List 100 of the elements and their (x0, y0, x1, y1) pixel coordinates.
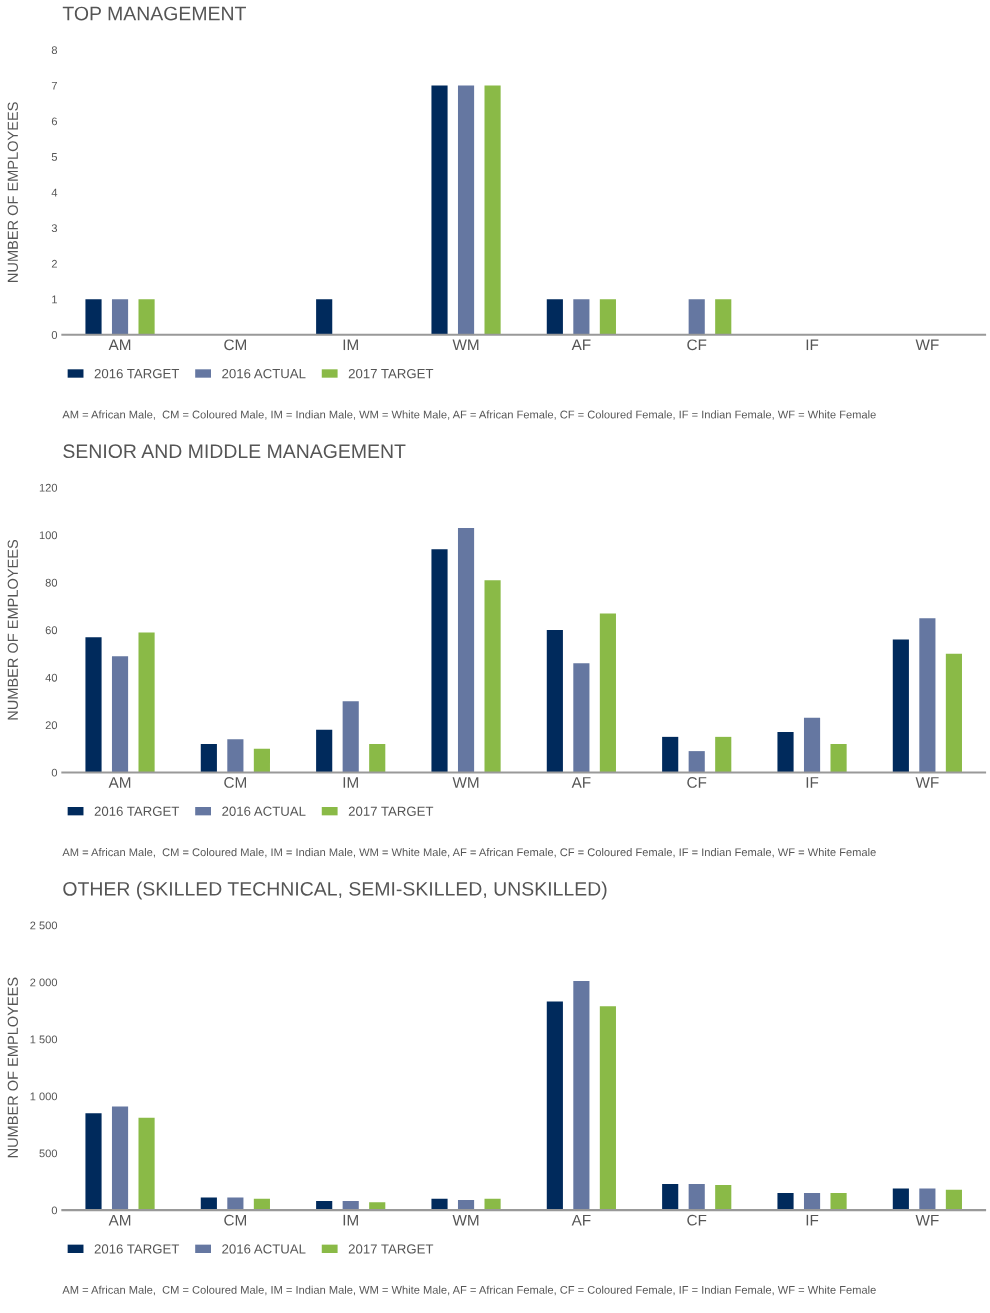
y-axis-title: NUMBER OF EMPLOYEES (7, 539, 18, 720)
x-tick-label: CM (224, 1214, 246, 1226)
x-tick-label: IM (343, 777, 358, 788)
x-tick-label: WF (915, 339, 939, 351)
legend-label: 2016 ACTUAL (222, 1244, 306, 1254)
bar (945, 653, 962, 773)
bar (599, 613, 616, 773)
y-tick-label: 5 (51, 153, 58, 161)
text: AM = African Male, CM = Coloured Male, IM = Indian Male, WM = White Male, AF = African Female, CF = Coloured Female, IF = Indian Female, WF = White Female (62, 1285, 876, 1296)
y-tick-label: 4 (51, 188, 58, 197)
y-tick-label: 1 (52, 295, 57, 304)
x-tick-label: CF (687, 1214, 707, 1226)
y-tick-label: 2 500 (30, 921, 58, 930)
bar (484, 580, 501, 773)
bar (803, 717, 821, 773)
bar (546, 630, 563, 773)
bar (85, 1113, 102, 1211)
x-tick-label: CF (687, 777, 707, 788)
x-tick-label: CM (224, 339, 246, 351)
x-tick-label: WM (452, 339, 479, 351)
y-tick-label: 20 (45, 721, 58, 730)
y-tick-label: 500 (39, 1149, 58, 1158)
y-axis-title: NUMBER OF EMPLOYEES (7, 102, 18, 282)
bar (111, 1106, 129, 1211)
x-tick-label: AM (108, 339, 131, 351)
x-tick-label: CM (224, 777, 246, 788)
bar (662, 1183, 679, 1211)
x-tick-label: WM (452, 1214, 479, 1226)
x-tick-label: WM (452, 777, 479, 788)
bar (253, 748, 270, 773)
x-tick-label: IM (343, 339, 358, 351)
bar (830, 743, 847, 773)
legend-label: 2017 TARGET (348, 1244, 434, 1254)
bar (316, 729, 333, 773)
x-tick-label: WF (915, 1214, 939, 1226)
bar (200, 743, 217, 773)
x-tick-label: AF (571, 777, 591, 788)
x-tick-label: AM (108, 777, 131, 788)
bar (803, 1193, 821, 1211)
y-tick-label: 8 (51, 46, 58, 55)
bar (369, 743, 386, 773)
bar (227, 739, 244, 773)
bar (919, 618, 936, 773)
x-tick-label: AF (571, 1214, 591, 1226)
legend-label: 2017 TARGET (348, 368, 434, 379)
x-tick-label: WF (915, 777, 939, 788)
x-tick-label: AF (571, 339, 591, 351)
bar (715, 1185, 732, 1211)
bar (919, 1188, 936, 1211)
legend-label: 2017 TARGET (348, 806, 434, 816)
legend-label: 2016 TARGET (94, 1244, 180, 1254)
text: AM = African Male, CM = Coloured Male, IM = Indian Male, WM = White Male, AF = African Female, CF = Coloured Female, IF = Indian Female, WF = White Female (62, 410, 876, 420)
y-tick-label: 1 500 (30, 1035, 58, 1044)
y-tick-label: 7 (51, 81, 57, 90)
bar (662, 736, 679, 773)
bar (431, 1198, 448, 1211)
bar (892, 639, 909, 773)
x-tick-label: IF (806, 339, 819, 351)
y-tick-label: 100 (39, 531, 58, 540)
bar (945, 1189, 962, 1211)
y-tick-label: 80 (45, 578, 58, 587)
y-tick-label: 120 (39, 483, 58, 492)
bar (688, 1183, 705, 1211)
bar (777, 732, 794, 773)
bar (892, 1188, 909, 1211)
bar (688, 751, 705, 773)
bar (431, 549, 448, 773)
chart-title: OTHER (SKILLED TECHNICAL, SEMI-SKILLED, UNSKILLED) (63, 881, 607, 900)
y-tick-label: 0 (51, 768, 58, 777)
y-axis-title: NUMBER OF EMPLOYEES (7, 977, 18, 1158)
y-tick-label: 0 (51, 1206, 58, 1215)
text: AM = African Male, CM = Coloured Male, IM = Indian Male, WM = White Male, AF = African Female, CF = Coloured Female, IF = Indian Female, WF = White Female (62, 847, 876, 858)
legend-label: 2016 TARGET (94, 806, 180, 816)
bar (85, 637, 102, 773)
x-tick-label: IM (343, 1214, 358, 1226)
x-tick-label: IF (806, 777, 819, 788)
bar (715, 736, 732, 773)
x-tick-label: AM (108, 1214, 131, 1226)
bar (342, 701, 359, 773)
bar (830, 1193, 847, 1211)
x-tick-label: IF (806, 1214, 819, 1226)
bar (573, 981, 590, 1211)
y-tick-label: 2 000 (30, 978, 58, 987)
legend-label: 2016 TARGET (94, 368, 180, 379)
bar (138, 1117, 155, 1211)
bar (777, 1193, 794, 1211)
bar (599, 1006, 616, 1211)
y-tick-label: 60 (45, 626, 58, 635)
chart-title: TOP MANAGEMENT (62, 6, 246, 21)
bar (111, 656, 129, 773)
chart-title: SENIOR AND MIDDLE MANAGEMENT (63, 444, 406, 459)
legend-label: 2016 ACTUAL (222, 806, 306, 816)
y-tick-label: 0 (51, 331, 58, 339)
y-tick-label: 1 000 (30, 1092, 58, 1101)
y-tick-label: 2 (51, 259, 57, 268)
y-tick-label: 3 (51, 224, 58, 233)
legend-label: 2016 ACTUAL (222, 368, 306, 379)
y-tick-label: 40 (45, 673, 58, 682)
bar (138, 632, 155, 773)
bar (546, 1001, 563, 1211)
